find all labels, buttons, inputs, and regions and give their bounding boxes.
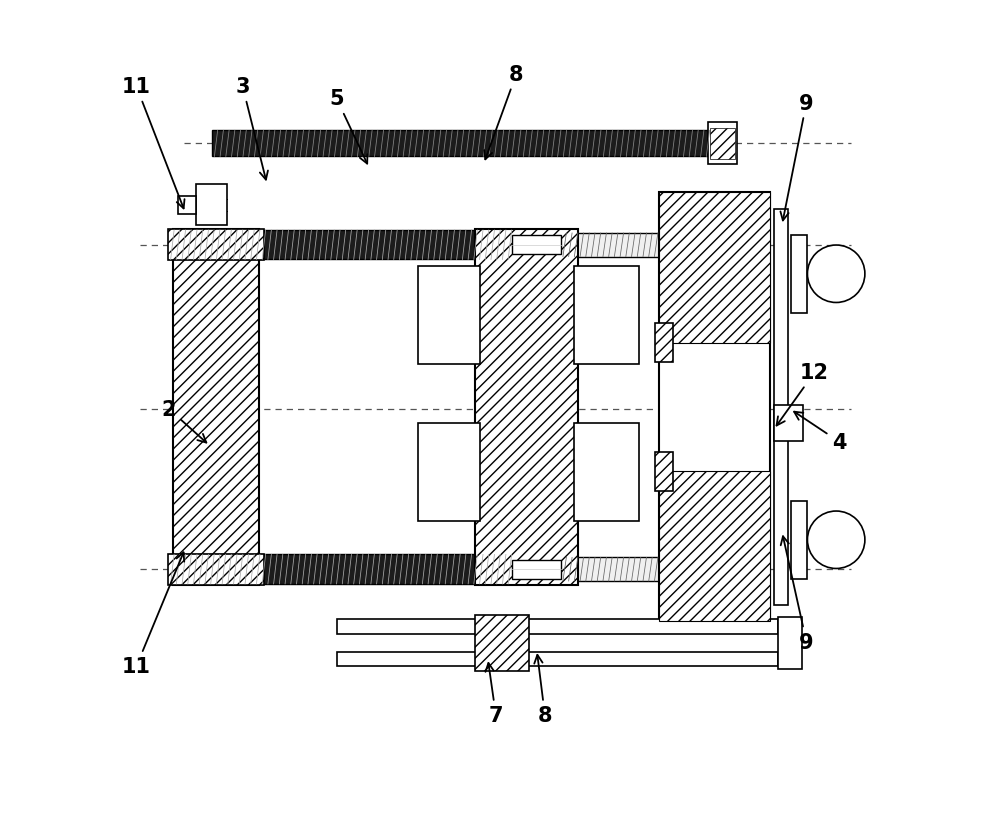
Bar [655, 324, 673, 363]
Bar [659, 193, 770, 343]
Bar [512, 560, 561, 579]
Text: 4: 4 [794, 412, 846, 452]
Bar [574, 267, 639, 364]
Bar [574, 423, 639, 521]
Bar [659, 193, 770, 622]
Text: 9: 9 [781, 536, 814, 652]
Bar [337, 619, 778, 634]
Bar [655, 452, 673, 491]
Bar [778, 617, 802, 669]
Bar [212, 131, 708, 157]
Text: 12: 12 [777, 363, 829, 426]
Bar [337, 652, 778, 667]
Bar [418, 267, 480, 364]
Circle shape [807, 246, 865, 303]
Text: 9: 9 [780, 93, 814, 221]
Bar [791, 501, 807, 579]
Bar [710, 129, 735, 160]
Text: 7: 7 [485, 663, 503, 726]
Bar [178, 197, 196, 215]
Bar [173, 230, 259, 585]
Bar [168, 554, 264, 585]
Text: 8: 8 [534, 655, 552, 726]
Bar [475, 615, 529, 671]
Bar [169, 231, 512, 260]
Text: 2: 2 [162, 400, 206, 443]
Bar [791, 236, 807, 313]
Bar [774, 405, 803, 441]
Bar [418, 423, 480, 521]
Circle shape [807, 511, 865, 568]
Bar [708, 124, 737, 165]
Text: 11: 11 [122, 553, 184, 676]
Text: 8: 8 [484, 65, 524, 161]
Text: 5: 5 [329, 89, 367, 165]
Bar [475, 230, 578, 585]
Text: 3: 3 [235, 77, 268, 180]
Bar [196, 185, 227, 226]
Bar [774, 210, 788, 605]
Bar [561, 233, 659, 257]
Bar [168, 230, 264, 261]
Text: 11: 11 [122, 77, 185, 209]
Bar [512, 236, 561, 255]
Bar [659, 472, 770, 622]
Bar [169, 554, 512, 584]
Bar [561, 558, 659, 581]
